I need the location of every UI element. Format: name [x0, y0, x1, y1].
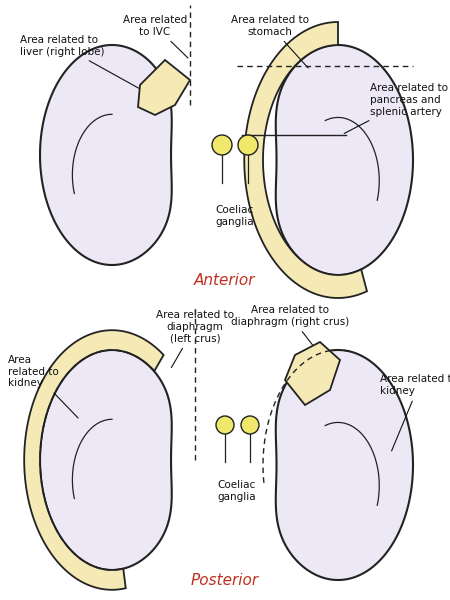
Text: Area related to
kidney: Area related to kidney: [380, 374, 450, 451]
Text: Area related
to IVC: Area related to IVC: [123, 15, 188, 58]
Polygon shape: [276, 45, 413, 275]
Polygon shape: [244, 22, 367, 298]
Text: Coeliac
ganglia: Coeliac ganglia: [218, 480, 256, 502]
Text: Coeliac
ganglia: Coeliac ganglia: [216, 205, 254, 227]
Text: Area
related to
kidney: Area related to kidney: [8, 355, 78, 418]
Text: Posterior: Posterior: [191, 573, 259, 588]
Text: Area related to
stomach: Area related to stomach: [231, 15, 309, 68]
Circle shape: [238, 135, 258, 155]
Text: Area related to
diaphragm (right crus): Area related to diaphragm (right crus): [231, 305, 349, 350]
Polygon shape: [40, 45, 172, 265]
Text: Area related to
diaphragm
(left crus): Area related to diaphragm (left crus): [156, 310, 234, 368]
Text: Anterior: Anterior: [194, 273, 256, 288]
Circle shape: [216, 416, 234, 434]
Polygon shape: [138, 60, 190, 115]
Text: Area related to
pancreas and
splenic artery: Area related to pancreas and splenic art…: [344, 83, 448, 133]
Polygon shape: [40, 350, 172, 570]
Polygon shape: [24, 330, 164, 590]
Polygon shape: [285, 342, 340, 405]
Text: Area related to
liver (right lobe): Area related to liver (right lobe): [20, 35, 140, 89]
Circle shape: [212, 135, 232, 155]
Circle shape: [241, 416, 259, 434]
Polygon shape: [276, 350, 413, 580]
